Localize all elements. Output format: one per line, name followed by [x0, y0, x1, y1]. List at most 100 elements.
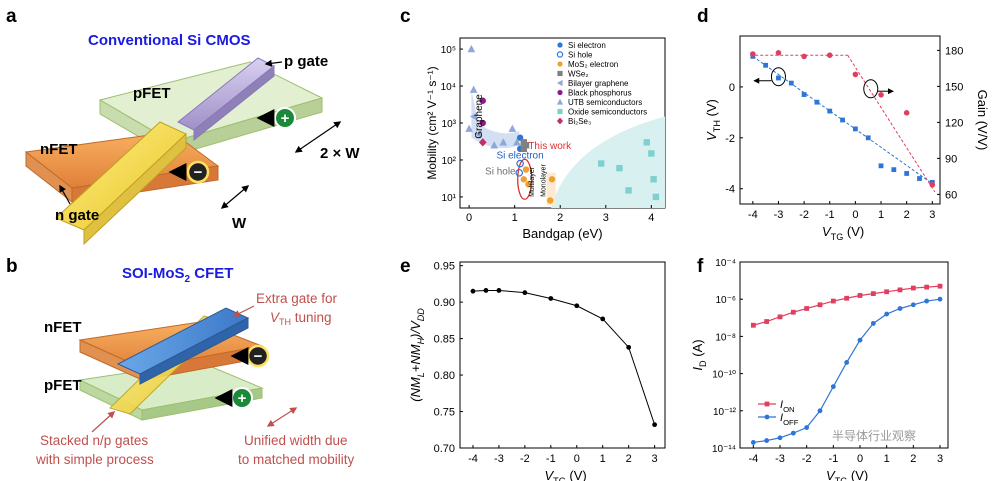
- panel-label-b: b: [6, 256, 18, 277]
- extra-gate-text-2: VTH tuning: [270, 310, 332, 327]
- id-series-point: [924, 284, 930, 290]
- vth-point: [840, 117, 845, 123]
- data-point: [515, 168, 524, 177]
- utb-region: [471, 89, 520, 149]
- x-tick-label: -3: [774, 209, 784, 221]
- data-point: [650, 176, 657, 183]
- x-tick-label: -4: [748, 209, 758, 221]
- chart-c-mobility-bandgap: 0 1 2 3 4 10¹ 10² 10³ 10⁴ 10⁵ Bandgap (eV) Mobility…: [425, 37, 666, 241]
- x-tick-label: 1: [878, 209, 884, 221]
- y-tick-label: 0.90: [434, 297, 455, 309]
- noise-margin-point: [522, 290, 528, 296]
- legend-label: ION: [780, 399, 795, 414]
- chart-e-frame: [459, 261, 666, 449]
- x-tick-label: -3: [494, 453, 504, 465]
- chart-e-noise-margin: -4 -3 -2 -1 0 1 2 3 0.70 0.75 0.80 0.85 0.90 0.95 VTG …: [408, 261, 666, 481]
- panel-b: b SOI-MoS2 CFET nFET pFET − + Extra gate…: [6, 256, 355, 467]
- vth-point: [891, 167, 897, 173]
- id-series-point: [750, 440, 756, 445]
- electron-carrier-a: −: [168, 160, 210, 184]
- y-tick-label: 0.80: [434, 370, 455, 382]
- data-point: [469, 112, 477, 121]
- data-point: [516, 159, 524, 168]
- panel-label-d: d: [697, 6, 709, 27]
- id-series-point: [750, 322, 756, 328]
- hole-carrier-a: +: [256, 107, 296, 129]
- electron-carrier-b: −: [230, 344, 270, 368]
- x-tick-label: 0: [574, 453, 580, 465]
- y-tick-label: 0.95: [434, 261, 455, 273]
- id-series-point: [924, 298, 930, 304]
- data-point: [508, 124, 517, 132]
- gain-point: [801, 53, 807, 60]
- x-tick-label: 4: [648, 212, 654, 224]
- id-series-point: [777, 314, 783, 320]
- annotation-this-work: This work: [528, 141, 572, 152]
- data-point: [525, 181, 532, 188]
- vth-point: [904, 171, 910, 176]
- y-tick-label: 10⁴: [441, 82, 456, 93]
- vth-point: [814, 99, 820, 105]
- data-point: [479, 119, 486, 127]
- vth-point: [776, 75, 781, 81]
- vth-point: [788, 80, 794, 86]
- data-point: [598, 160, 605, 167]
- width-w-label: W: [232, 215, 247, 232]
- panel-label-a: a: [6, 6, 17, 27]
- id-series-point: [777, 435, 783, 441]
- data-point: [490, 141, 499, 149]
- panel-label-f: f: [697, 256, 704, 277]
- data-point: [625, 187, 632, 194]
- pfet-label-b: pFET: [44, 377, 82, 394]
- legend-label: IOFF: [780, 412, 799, 427]
- x-tick-label: 0: [466, 212, 472, 224]
- data-point: [522, 142, 530, 149]
- data-point: [522, 166, 530, 173]
- noise-margin-point: [600, 316, 606, 322]
- this-work-ellipse: [517, 158, 533, 200]
- panel-a-title: Conventional Si CMOS: [88, 32, 251, 49]
- gain-fit-slope: [847, 54, 936, 193]
- x-axis-label: VTG (V): [545, 468, 587, 481]
- x-tick-label: 3: [929, 209, 935, 221]
- annotation-graphene: Graphene: [474, 94, 485, 139]
- y2-axis-label: Gain (V/V): [975, 90, 990, 151]
- y-tick-label: 10⁻⁶: [715, 295, 736, 306]
- data-point: [469, 85, 478, 93]
- legend-marker: [557, 70, 563, 77]
- panel-label-c: c: [400, 6, 411, 27]
- legend-marker: [557, 108, 563, 115]
- id-series-point: [897, 287, 903, 293]
- id-series-point: [870, 291, 876, 297]
- x-tick-label: 1: [600, 453, 606, 465]
- panel-b-title: SOI-MoS2 CFET: [122, 265, 233, 285]
- id-series-point: [857, 337, 863, 343]
- vth-point: [801, 92, 807, 97]
- y-tick-label: 0.75: [434, 407, 455, 419]
- id-series-point: [937, 296, 943, 302]
- y-tick-label: 10⁻¹⁴: [712, 444, 736, 455]
- x-tick-label: 2: [904, 209, 910, 221]
- p-gate-label: p gate: [284, 53, 328, 70]
- id-series-point: [764, 319, 770, 324]
- noise-margin-point: [483, 288, 489, 293]
- gain-point: [852, 71, 859, 78]
- data-point: [465, 124, 473, 132]
- legend-marker: [557, 89, 563, 96]
- annotation-si-hole: Si hole: [485, 167, 516, 178]
- legend-label: Bilayer graphene: [568, 79, 629, 88]
- legend-label: Si electron: [568, 41, 606, 50]
- y-tick-label: 0: [729, 82, 735, 94]
- chart-d-vth-gain: -4 -3 -2 -1 0 1 2 3 -4 -2 0 60 90 120 150 180 VTG (V) VTH…: [704, 35, 990, 242]
- chart-f-frame: [739, 261, 949, 449]
- id-series-point: [817, 302, 823, 308]
- x-tick-label: -2: [799, 209, 809, 221]
- id-series-point: [870, 320, 876, 326]
- x-tick-label: 3: [937, 453, 943, 465]
- legend-label: MoS₂ electron: [568, 60, 618, 69]
- id-series-point: [817, 408, 823, 414]
- data-point: [616, 164, 623, 172]
- noise-margin-point: [652, 422, 658, 428]
- vth-indicator-circle: [770, 67, 786, 87]
